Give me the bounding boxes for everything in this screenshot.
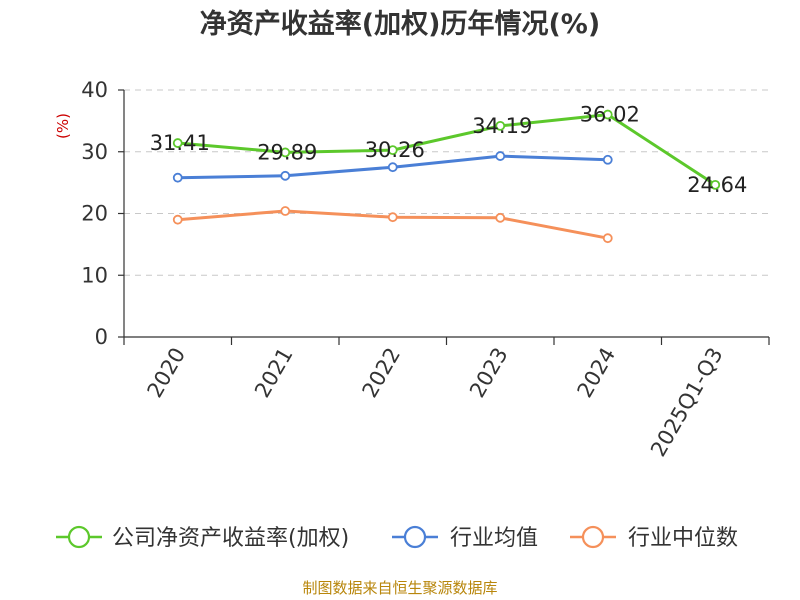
data-label-3: 34.19 <box>472 114 532 138</box>
data-label-2: 30.26 <box>365 138 425 162</box>
x-tick-label-2020: 2020 <box>143 344 191 402</box>
y-axis-label: (%) <box>54 113 72 139</box>
point-s1-3 <box>495 151 506 161</box>
point-s1-1 <box>280 170 291 181</box>
point-s0-2 <box>387 145 398 156</box>
point-s0-4 <box>602 109 613 120</box>
point-s0-3 <box>495 120 506 131</box>
data-label-5: 24.64 <box>687 173 747 197</box>
series-line-0 <box>177 113 717 187</box>
point-s1-2 <box>387 162 398 173</box>
series-group <box>172 109 721 244</box>
x-tick-label-2025Q1-Q3: 2025Q1-Q3 <box>646 344 728 461</box>
data-label-1: 29.89 <box>257 140 317 164</box>
grid-lines <box>124 89 769 276</box>
x-tick-label-2021: 2021 <box>250 344 298 402</box>
x-tick-label-2024: 2024 <box>573 344 621 402</box>
data-label-4: 36.02 <box>580 103 640 127</box>
legend-marker-1 <box>403 525 427 549</box>
legend-marker-0 <box>67 525 91 549</box>
point-s2-3 <box>495 212 506 223</box>
x-tick-label-2022: 2022 <box>358 344 406 402</box>
x-tick-labels: 2020 2021 2022 2023 2024 2025Q1-Q3 <box>143 344 728 461</box>
legend-marker-2 <box>581 525 605 549</box>
data-label-0: 31.41 <box>150 131 210 155</box>
point-s0-0 <box>172 138 183 148</box>
point-s2-2 <box>387 212 398 223</box>
point-s2-0 <box>172 214 183 225</box>
axes <box>118 89 770 345</box>
data-labels: 31.41 29.89 30.26 34.19 36.02 24.64 <box>150 103 748 197</box>
y-tick-label-0: 0 <box>95 325 108 349</box>
legend-label-0: 公司净资产收益率(加权) <box>112 526 349 551</box>
point-s2-4 <box>602 233 613 244</box>
y-tick-labels: 0 10 20 30 40 <box>81 78 108 349</box>
source-note: 制图数据来自恒生聚源数据库 <box>302 579 497 597</box>
point-s1-0 <box>172 172 183 183</box>
chart-title: 净资产收益率(加权)历年情况(%) <box>200 8 600 40</box>
point-s2-1 <box>280 206 291 216</box>
y-tick-label-10: 10 <box>81 263 108 287</box>
point-s0-1 <box>280 147 291 158</box>
legend-label-2: 行业中位数 <box>628 526 738 551</box>
y-tick-label-20: 20 <box>81 202 108 226</box>
x-tick-label-2023: 2023 <box>465 344 513 402</box>
point-s1-4 <box>602 154 613 165</box>
y-tick-label-40: 40 <box>81 78 108 102</box>
point-s0-5 <box>710 179 721 190</box>
legend: 公司净资产收益率(加权) 行业均值 行业中位数 <box>56 525 738 551</box>
y-tick-label-30: 30 <box>81 140 108 164</box>
legend-label-1: 行业均值 <box>450 526 538 551</box>
